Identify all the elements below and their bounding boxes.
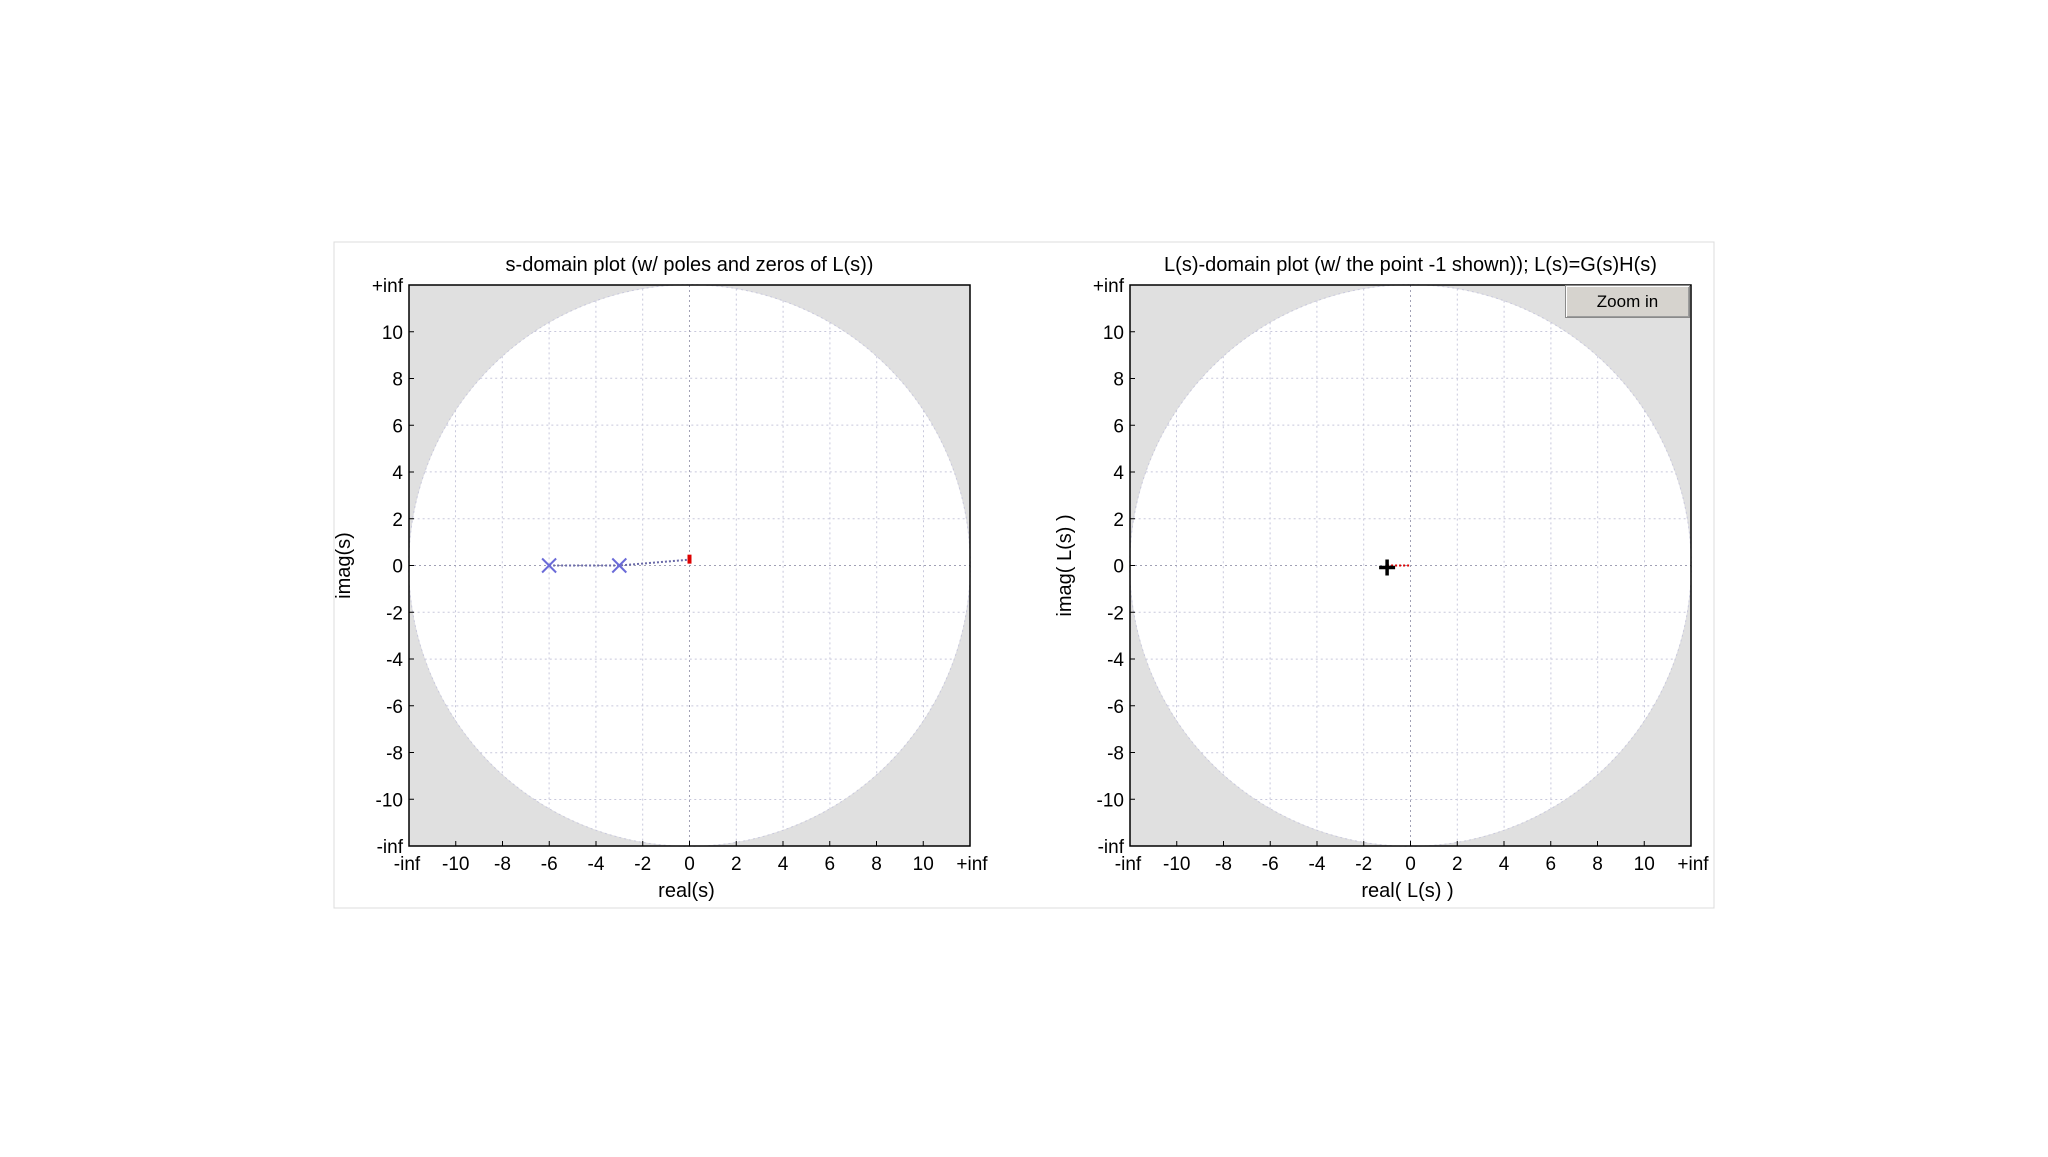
x-tick-label: +inf — [956, 854, 988, 875]
y-tick-label: 6 — [1113, 416, 1124, 437]
x-tick-label: 2 — [731, 854, 742, 875]
x-tick-label: 8 — [1592, 854, 1603, 875]
x-axis-label: real(s) — [658, 880, 715, 902]
x-tick-label: 0 — [1405, 854, 1416, 875]
plot-panel-1: -inf -10 -8 -6 -4 -2 0 2 4 6 8 10 +inf +inf 10 8 6 4 2 0 -2 -… — [333, 254, 988, 902]
y-tick-label: -10 — [376, 790, 403, 811]
y-tick-label: -6 — [1107, 697, 1124, 718]
x-tick-label: -10 — [1163, 854, 1190, 875]
x-tick-label: -10 — [442, 854, 469, 875]
y-tick-label: 2 — [1113, 510, 1124, 531]
y-tick-label: +inf — [372, 276, 404, 297]
y-axis-label: imag( L(s) ) — [1054, 514, 1076, 616]
chart-title: s-domain plot (w/ poles and zeros of L(s… — [506, 254, 874, 276]
critical-point-marker — [1379, 559, 1396, 576]
x-tick-label: -8 — [494, 854, 511, 875]
pole-x-stroke — [541, 557, 557, 574]
y-tick-label: 10 — [382, 323, 403, 344]
pole-marker — [611, 557, 628, 574]
x-tick-label: -4 — [588, 854, 605, 875]
y-tick-label: -6 — [386, 697, 403, 718]
x-tick-label: 6 — [824, 854, 835, 875]
x-tick-label: -inf — [394, 854, 421, 875]
y-tick-label: -4 — [1107, 650, 1124, 671]
y-tick-label: 4 — [392, 463, 403, 484]
y-tick-label: 8 — [1113, 370, 1124, 391]
y-tick-label: 10 — [1103, 323, 1124, 344]
x-tick-label: -2 — [634, 854, 651, 875]
x-tick-label: 8 — [871, 854, 882, 875]
y-tick-label: -8 — [386, 744, 403, 765]
current-point-marker — [687, 554, 692, 564]
x-tick-label: 2 — [1452, 854, 1463, 875]
x-tick-label: -8 — [1215, 854, 1232, 875]
zoom-in-button[interactable]: Zoom in — [1565, 285, 1690, 318]
y-tick-label: 0 — [392, 557, 403, 578]
x-tick-label: -2 — [1355, 854, 1372, 875]
y-tick-label: 4 — [1113, 463, 1124, 484]
x-tick-label: 0 — [684, 854, 695, 875]
y-tick-label: -10 — [1097, 790, 1124, 811]
y-tick-label: 2 — [392, 510, 403, 531]
pole-x-stroke — [611, 557, 628, 574]
x-tick-label: -6 — [1262, 854, 1279, 875]
y-tick-label: -4 — [386, 650, 403, 671]
x-tick-label: -4 — [1309, 854, 1326, 875]
y-axis-label: imag(s) — [333, 532, 355, 599]
y-tick-label: -inf — [377, 837, 404, 858]
x-tick-label: 6 — [1545, 854, 1556, 875]
x-tick-label: 4 — [1499, 854, 1510, 875]
locus-trace — [549, 558, 690, 567]
y-tick-label: -2 — [1107, 603, 1124, 624]
y-tick-label: -8 — [1107, 744, 1124, 765]
chart-title: L(s)-domain plot (w/ the point -1 shown)… — [1164, 254, 1657, 276]
x-axis-label: real( L(s) ) — [1361, 880, 1453, 902]
y-tick-label: -2 — [386, 603, 403, 624]
x-tick-label: -inf — [1115, 854, 1142, 875]
plot-panel-2: -inf -10 -8 -6 -4 -2 0 2 4 6 8 10 +inf +inf 10 8 6 4 2 0 -2 -… — [1054, 254, 1709, 902]
y-tick-label: +inf — [1093, 276, 1125, 297]
y-tick-label: 0 — [1113, 557, 1124, 578]
y-tick-label: 8 — [392, 370, 403, 391]
x-tick-label: -6 — [541, 854, 558, 875]
x-tick-label: +inf — [1677, 854, 1709, 875]
x-tick-label: 4 — [778, 854, 789, 875]
x-tick-label: 10 — [913, 854, 934, 875]
y-tick-label: 6 — [392, 416, 403, 437]
x-tick-label: 10 — [1634, 854, 1655, 875]
y-tick-label: -inf — [1098, 837, 1125, 858]
pole-marker — [541, 557, 557, 574]
